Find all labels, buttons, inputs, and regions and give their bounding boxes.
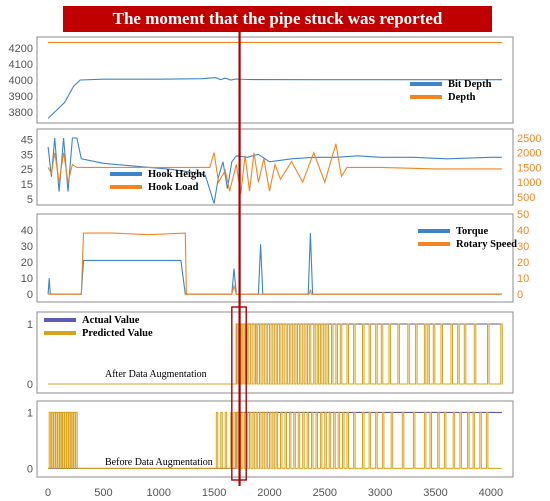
- y-tick-label: 0: [27, 379, 33, 391]
- y2-tick-label: 1500: [517, 162, 541, 174]
- x-tick-label: 2000: [257, 487, 281, 499]
- y-tick-label: 45: [21, 134, 33, 146]
- y-tick-label: 25: [21, 164, 33, 176]
- legend-swatch: [44, 318, 76, 322]
- y-tick-label: 15: [21, 179, 33, 191]
- series-predicted-value: [48, 411, 502, 469]
- y-tick-label: 20: [21, 257, 33, 269]
- y-tick-label: 5: [27, 194, 33, 206]
- panel-frame: [36, 213, 514, 303]
- y-tick-label: 10: [21, 273, 33, 285]
- x-tick-label: 500: [94, 487, 112, 499]
- legend: Bit Depth Depth: [410, 79, 492, 103]
- y-tick-label: 4200: [9, 43, 33, 55]
- x-tick-label: 1000: [147, 487, 171, 499]
- y-tick-label: 35: [21, 149, 33, 161]
- legend-label: Torque: [456, 226, 488, 237]
- x-tick-label: 3500: [423, 487, 447, 499]
- y2-tick-label: 30: [517, 241, 529, 253]
- x-tick-label: 3000: [368, 487, 392, 499]
- y2-tick-label: 0: [517, 289, 523, 301]
- y2-tick-label: 500: [517, 192, 535, 204]
- series-bit-depth: [47, 77, 502, 119]
- legend-label: Hook Height: [148, 169, 206, 180]
- y2-tick-label: 50: [517, 209, 529, 221]
- y-tick-label: 30: [21, 241, 33, 253]
- y2-tick-label: 40: [517, 225, 529, 237]
- x-axis-tick-labels: 0 500 1000 1500 2000 2500 3000 3500 4000: [45, 487, 503, 499]
- stuck-marker-window: [231, 306, 247, 481]
- series-predicted-value: [48, 323, 503, 385]
- y-tick-label: 1: [27, 319, 33, 331]
- panel-after-augmentation: 0 1 Actual Value Predicted Value After Data …: [27, 311, 514, 394]
- x-tick-label: 2500: [313, 487, 337, 499]
- legend: Actual Value Predicted Value: [44, 315, 153, 339]
- y2-tick-label: 2500: [517, 133, 541, 145]
- y2-tick-label: 20: [517, 257, 529, 269]
- y2-tick-label: 1000: [517, 177, 541, 189]
- panel-depth: 3800 3900 4000 4100 4200 Bit Depth Depth: [9, 36, 514, 124]
- y-tick-label: 4100: [9, 59, 33, 71]
- legend-label: Bit Depth: [448, 79, 492, 90]
- panel-torque: 0 10 20 30 40 0 10 20 30 40 50 Torque Rotary Speed: [21, 209, 529, 303]
- y-tick-label: 4000: [9, 75, 33, 87]
- panel-annotation: After Data Augmentation: [105, 369, 207, 380]
- legend-swatch: [110, 172, 142, 176]
- x-tick-label: 1500: [202, 487, 226, 499]
- panel-before-augmentation: 0 1 Before Data Augmentation: [27, 400, 514, 478]
- title-banner: The moment that the pipe stuck was repor…: [63, 6, 492, 32]
- x-tick-label: 4000: [479, 487, 503, 499]
- y-tick-label: 1: [27, 407, 33, 419]
- y-tick-label: 40: [21, 225, 33, 237]
- title-banner-text: The moment that the pipe stuck was repor…: [112, 9, 443, 28]
- series-rotary-speed: [48, 232, 502, 295]
- y2-tick-label: 10: [517, 273, 529, 285]
- stuck-marker: [231, 30, 247, 486]
- y-tick-label: 3800: [9, 107, 33, 119]
- panel-annotation: Before Data Augmentation: [105, 457, 213, 468]
- legend: Torque Rotary Speed: [418, 226, 517, 250]
- legend-label: Actual Value: [82, 315, 140, 326]
- y-tick-label: 3900: [9, 91, 33, 103]
- legend-swatch: [410, 82, 442, 86]
- legend-label: Depth: [448, 92, 476, 103]
- legend-swatch: [44, 331, 76, 335]
- legend: Hook Height Hook Load: [110, 169, 206, 193]
- x-tick-label: 0: [45, 487, 51, 499]
- y2-tick-label: 2000: [517, 148, 541, 160]
- legend-swatch: [410, 95, 442, 99]
- y-tick-label: 0: [27, 463, 33, 475]
- legend-label: Hook Load: [148, 182, 199, 193]
- legend-label: Predicted Value: [82, 328, 153, 339]
- series-hook-load: [47, 143, 502, 195]
- legend-label: Rotary Speed: [456, 239, 517, 250]
- y-tick-label: 0: [27, 289, 33, 301]
- legend-swatch: [418, 242, 450, 246]
- legend-swatch: [110, 185, 142, 189]
- legend-swatch: [418, 229, 450, 233]
- panel-frame: [36, 400, 514, 478]
- series-hook-height: [47, 137, 502, 204]
